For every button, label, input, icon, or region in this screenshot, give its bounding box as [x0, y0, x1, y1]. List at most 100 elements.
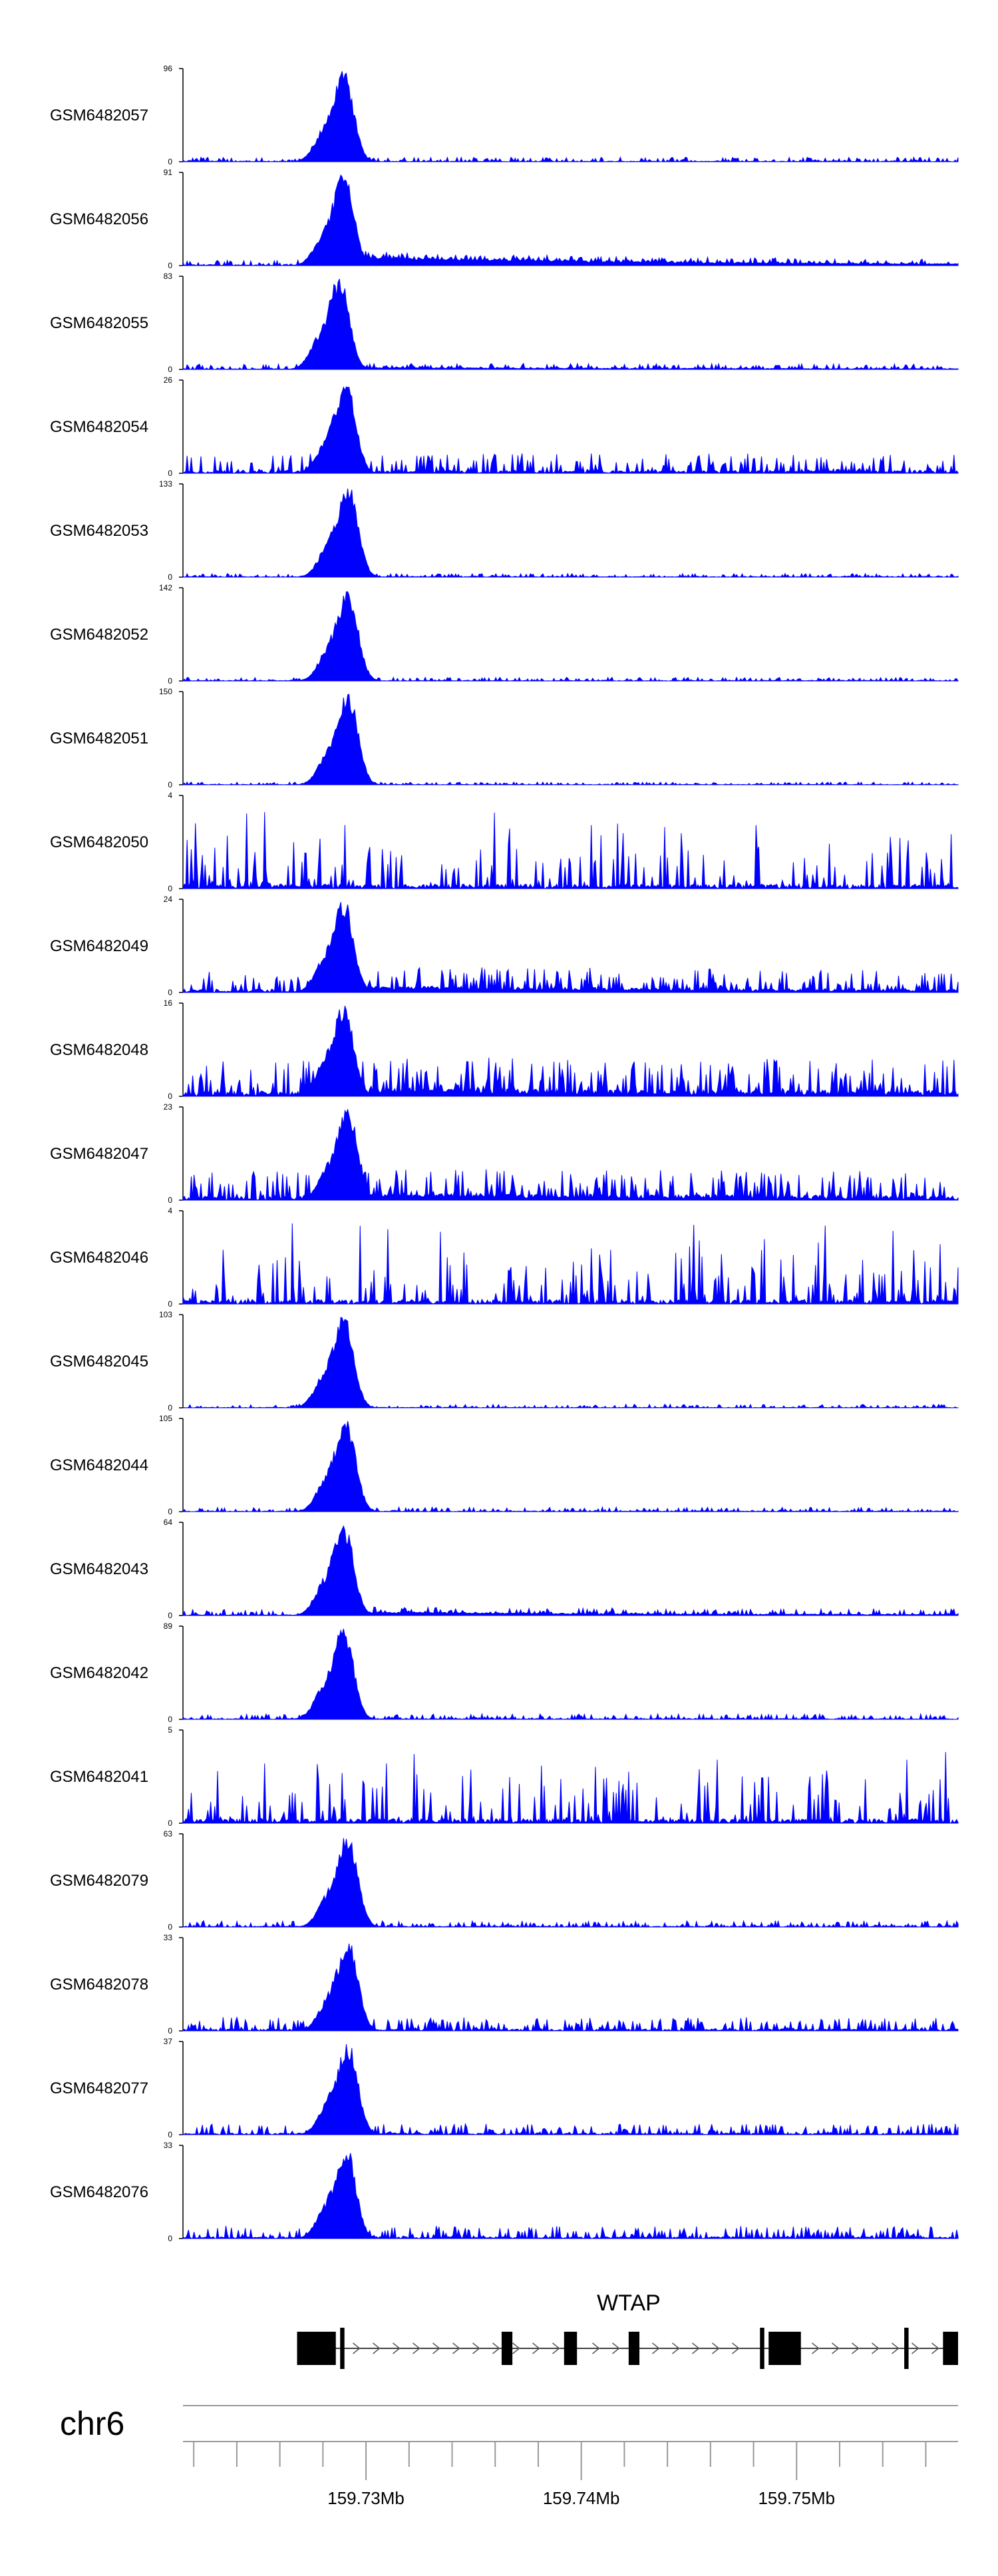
strand-arrow	[812, 2342, 820, 2354]
y-axis-min-label: 0	[168, 261, 172, 270]
strand-arrow	[512, 2342, 520, 2354]
track-label: GSM6482049	[50, 937, 148, 955]
track-label: GSM6482048	[50, 1041, 148, 1059]
coverage-area	[182, 1628, 959, 1721]
y-axis-min-label: 0	[168, 1299, 172, 1309]
track-GSM6482041: GSM6482041 5 0	[50, 1725, 959, 1828]
track-GSM6482055: GSM6482055 83 0	[50, 272, 959, 374]
coverage-area	[182, 2153, 959, 2240]
strand-arrow	[472, 2342, 480, 2354]
y-axis-min-label: 0	[168, 469, 172, 478]
strand-arrow	[552, 2342, 560, 2354]
y-axis-min-label: 0	[168, 1195, 172, 1205]
y-axis-max-label: 105	[159, 1414, 172, 1423]
coverage-area	[182, 1525, 959, 1617]
track-label: GSM6482044	[50, 1456, 148, 1474]
y-axis-min-label: 0	[168, 2026, 172, 2036]
coverage-area	[182, 278, 959, 371]
coverage-area	[182, 1317, 959, 1408]
track-GSM6482042: GSM6482042 89 0	[50, 1621, 959, 1724]
track-label: GSM6482054	[50, 418, 148, 436]
y-axis-max-label: 83	[164, 272, 173, 281]
gene-exon-7	[768, 2332, 801, 2365]
y-axis-max-label: 103	[159, 1310, 172, 1319]
coverage-area	[182, 2043, 959, 2136]
axis-tick-label: 159.73Mb	[327, 2488, 405, 2508]
y-axis-min-label: 0	[168, 157, 172, 166]
track-GSM6482047: GSM6482047 23 0	[50, 1102, 959, 1205]
gene-track: WTAP	[297, 2290, 958, 2369]
track-GSM6482052: GSM6482052 142 0	[50, 583, 959, 686]
strand-arrow	[492, 2342, 500, 2354]
strand-arrow	[892, 2342, 900, 2354]
track-GSM6482079: GSM6482079 63 0	[50, 1829, 959, 1932]
strand-arrow	[912, 2342, 919, 2354]
strand-arrow	[452, 2342, 460, 2354]
y-axis-min-label: 0	[168, 676, 172, 686]
genome-axis: chr6 159.73Mb 159.74Mb 159.75Mb	[60, 2405, 958, 2508]
track-label: GSM6482047	[50, 1145, 148, 1163]
track-GSM6482051: GSM6482051 150 0	[50, 687, 959, 789]
track-label: GSM6482079	[50, 1872, 148, 1890]
y-axis-max-label: 96	[164, 64, 173, 73]
strand-arrow	[712, 2342, 720, 2354]
y-axis-max-label: 33	[164, 1933, 173, 1942]
strand-arrow	[832, 2342, 840, 2354]
y-axis-min-label: 0	[168, 1715, 172, 1724]
track-GSM6482054: GSM6482054 26 0	[50, 375, 959, 478]
track-GSM6482048: GSM6482048 16 0	[50, 998, 959, 1101]
strand-arrow	[353, 2342, 361, 2354]
track-label: GSM6482050	[50, 833, 148, 851]
strand-arrow	[413, 2342, 420, 2354]
track-GSM6482076: GSM6482076 33 0	[50, 2141, 959, 2243]
track-label: GSM6482045	[50, 1353, 148, 1371]
track-GSM6482050: GSM6482050 4 0	[50, 791, 959, 893]
track-GSM6482056: GSM6482056 91 0	[50, 168, 959, 270]
y-axis-max-label: 24	[164, 895, 173, 904]
gene-exon-3	[501, 2332, 513, 2365]
track-GSM6482045: GSM6482045 103 0	[50, 1310, 959, 1412]
y-axis-max-label: 63	[164, 1829, 173, 1838]
y-axis-min-label: 0	[168, 1092, 172, 1101]
strand-arrow	[652, 2342, 660, 2354]
y-axis-min-label: 0	[168, 2130, 172, 2139]
y-axis-max-label: 150	[159, 687, 172, 696]
strand-arrow	[931, 2342, 939, 2354]
track-label: GSM6482046	[50, 1249, 148, 1267]
gene-exon-5	[628, 2332, 640, 2365]
coverage-area	[182, 386, 959, 475]
gene-exon-1	[297, 2332, 336, 2365]
strand-arrow	[532, 2342, 540, 2354]
y-axis-min-label: 0	[168, 1403, 172, 1412]
y-axis-max-label: 33	[164, 2141, 173, 2150]
strand-arrow	[732, 2342, 740, 2354]
coverage-area	[182, 591, 959, 682]
track-GSM6482057: GSM6482057 96 0	[50, 64, 959, 166]
track-label: GSM6482076	[50, 2183, 148, 2201]
track-label: GSM6482043	[50, 1560, 148, 1578]
y-axis-min-label: 0	[168, 2234, 172, 2243]
coverage-area	[182, 174, 959, 267]
axis-tick-label: 159.75Mb	[758, 2488, 835, 2508]
gene-exon-4	[564, 2332, 578, 2365]
coverage-area	[182, 1005, 959, 1097]
chromosome-label: chr6	[60, 2405, 124, 2442]
coverage-area	[182, 1223, 959, 1305]
track-GSM6482043: GSM6482043 64 0	[50, 1518, 959, 1620]
coverage-area	[182, 489, 959, 578]
y-axis-min-label: 0	[168, 1922, 172, 1932]
y-axis-max-label: 142	[159, 583, 172, 592]
track-GSM6482053: GSM6482053 133 0	[50, 479, 959, 582]
track-label: GSM6482053	[50, 522, 148, 540]
y-axis-max-label: 133	[159, 479, 172, 489]
coverage-area	[182, 1420, 959, 1513]
axis-tick-label: 159.74Mb	[543, 2488, 620, 2508]
y-axis-max-label: 23	[164, 1102, 173, 1112]
strand-arrow	[432, 2342, 440, 2354]
y-axis-min-label: 0	[168, 780, 172, 789]
strand-arrow	[852, 2342, 860, 2354]
y-axis-max-label: 37	[164, 2037, 173, 2046]
coverage-area	[182, 1108, 959, 1201]
